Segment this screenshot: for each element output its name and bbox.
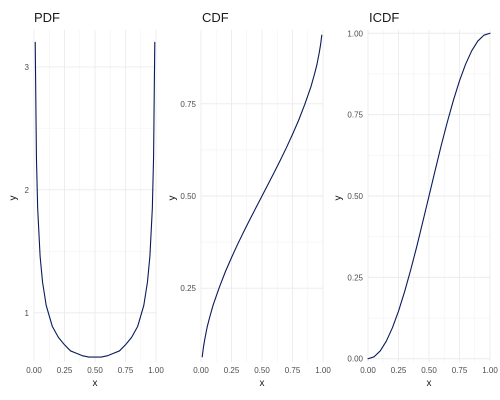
x-tick-label: 0.00: [26, 366, 42, 375]
x-tick-label: 1.00: [315, 366, 331, 375]
panel-title: CDF: [202, 10, 229, 25]
y-tick-label: 3: [25, 63, 30, 72]
series-line-cdf: [201, 34, 323, 358]
series-line-icdf: [367, 32, 491, 360]
x-tick-label: 0.25: [57, 366, 73, 375]
y-tick-label: 0.25: [347, 273, 363, 282]
y-axis-title: y: [167, 196, 178, 201]
panel-title: PDF: [34, 10, 60, 25]
y-tick-label: 0.00: [347, 355, 363, 364]
x-axis-title: x: [93, 378, 98, 389]
y-tick-label: 1.00: [347, 29, 363, 38]
y-axis-title: y: [333, 196, 344, 201]
x-tick-label: 0.50: [87, 366, 103, 375]
x-tick-label: 0.25: [224, 366, 240, 375]
y-tick-label: 0.50: [180, 192, 196, 201]
series-line-pdf: [34, 41, 156, 358]
y-ticks-cdf: 0.25 0.50 0.75: [180, 100, 196, 293]
x-ticks-cdf: 0.00 0.25 0.50 0.75 1.00: [193, 366, 331, 375]
y-tick-label: 1: [25, 309, 30, 318]
x-tick-label: 1.00: [482, 366, 498, 375]
x-tick-label: 0.50: [254, 366, 270, 375]
x-ticks-icdf: 0.00 0.25 0.50 0.75 1.00: [360, 366, 498, 375]
y-tick-label: 0.75: [180, 100, 196, 109]
panel-cdf: CDF 0.00 0.25 0.50 0.75 1.00 0.250.500.75 x …: [167, 10, 331, 389]
y-tick-label: 0.25: [180, 284, 196, 293]
x-tick-label: 0.50: [421, 366, 437, 375]
x-tick-label: 0.00: [360, 366, 376, 375]
x-ticks-pdf: 0.00 0.25 0.50 0.75 1.00: [26, 366, 164, 375]
y-axis-title: y: [8, 196, 19, 201]
y-tick-label: 0.75: [347, 111, 363, 120]
x-axis-title: x: [427, 378, 432, 389]
y-tick-label: 0.50: [347, 192, 363, 201]
x-axis-title: x: [260, 378, 265, 389]
panel-title: ICDF: [369, 10, 399, 25]
y-ticks-icdf: 0.00 0.25 0.50 0.75 1.00: [347, 29, 363, 363]
grid-pdf: [33, 30, 157, 362]
x-tick-label: 0.75: [118, 366, 134, 375]
panel-icdf: ICDF 0.00 0.25 0.50 0.75 1.00 0.000.250.500.…: [333, 10, 498, 389]
y-ticks-pdf: 1 2 3: [25, 63, 30, 318]
x-tick-label: 0.00: [193, 366, 209, 375]
x-tick-label: 0.75: [452, 366, 468, 375]
panel-pdf: PDF 0.00 0.25 0.50 0.75 1.00 1 2 3 x y: [8, 10, 164, 389]
x-tick-label: 0.75: [285, 366, 301, 375]
x-tick-label: 0.25: [391, 366, 407, 375]
y-tick-label: 2: [25, 186, 30, 195]
x-tick-label: 1.00: [148, 366, 164, 375]
